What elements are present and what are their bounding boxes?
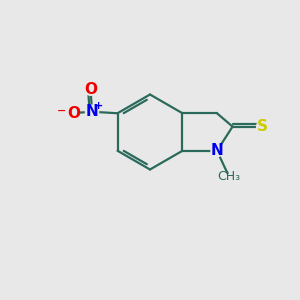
Text: N: N [211,143,224,158]
Text: CH₃: CH₃ [218,170,241,183]
Circle shape [211,145,223,157]
Text: N: N [85,104,98,119]
Circle shape [256,121,268,133]
Circle shape [65,107,77,119]
Text: O: O [84,82,97,97]
Text: O: O [67,106,80,121]
Text: S: S [257,119,268,134]
Text: −: − [57,106,67,116]
Circle shape [85,105,99,119]
Circle shape [85,83,97,95]
Text: +: + [93,101,103,111]
